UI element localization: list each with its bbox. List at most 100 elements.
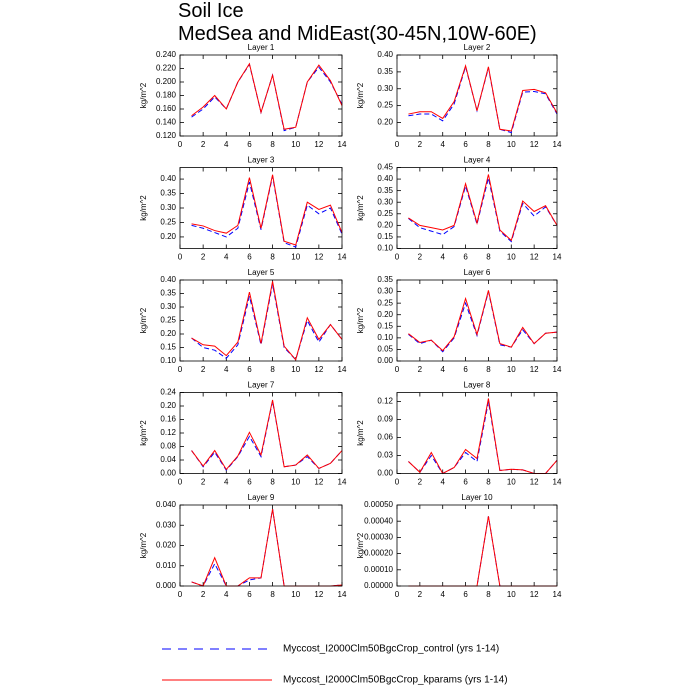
y-tick-label: 0.240 (156, 50, 177, 59)
x-tick-label: 4 (440, 590, 445, 599)
y-axis-label: kg/m^2 (356, 420, 365, 446)
y-tick-label: 0.30 (160, 203, 176, 212)
panel-title: Layer 1 (248, 43, 275, 52)
y-tick-label: 0.10 (377, 244, 393, 253)
figure-title: Soil Ice (178, 0, 244, 22)
x-tick-label: 2 (418, 253, 423, 262)
panel-title: Layer 9 (248, 493, 275, 502)
panel-title: Layer 7 (248, 381, 275, 390)
figure-subtitle: MedSea and MidEast(30-45N,10W-60E) (178, 23, 537, 45)
x-tick-label: 12 (530, 478, 539, 487)
series-line (191, 508, 343, 587)
x-tick-label: 6 (463, 478, 468, 487)
x-tick-label: 0 (395, 253, 400, 262)
y-tick-label: 0.40 (377, 174, 393, 183)
y-tick-label: 0.20 (160, 401, 176, 410)
y-axis-label: kg/m^2 (356, 532, 365, 558)
x-tick-label: 10 (507, 478, 516, 487)
y-tick-label: 0.10 (160, 356, 176, 365)
y-axis-label: kg/m^2 (139, 532, 148, 558)
x-tick-label: 4 (440, 253, 445, 262)
y-tick-label: 0.35 (160, 289, 176, 298)
series-line (191, 62, 343, 130)
y-tick-label: 0.00020 (364, 549, 393, 558)
series-line (408, 63, 558, 132)
x-tick-label: 8 (486, 478, 491, 487)
x-tick-label: 8 (270, 478, 275, 487)
x-tick-label: 6 (247, 140, 252, 149)
y-tick-label: 0.25 (160, 316, 176, 325)
y-tick-label: 0.00050 (364, 500, 393, 509)
y-tick-label: 0.140 (156, 118, 177, 127)
y-axis-label: kg/m^2 (139, 82, 148, 108)
x-tick-label: 8 (270, 365, 275, 374)
y-axis-label: kg/m^2 (356, 82, 365, 108)
y-tick-label: 0.20 (160, 232, 176, 241)
y-tick-label: 0.20 (160, 329, 176, 338)
x-tick-label: 2 (201, 590, 206, 599)
x-tick-label: 2 (418, 365, 423, 374)
series-line (408, 401, 558, 475)
y-tick-label: 0.35 (377, 186, 393, 195)
x-tick-label: 12 (530, 365, 539, 374)
y-tick-label: 0.45 (377, 163, 393, 172)
y-tick-label: 0.00 (377, 356, 393, 365)
x-tick-label: 0 (178, 478, 183, 487)
y-tick-label: 0.30 (160, 302, 176, 311)
x-tick-label: 4 (224, 140, 229, 149)
plot-frame (179, 392, 343, 474)
y-tick-label: 0.05 (377, 345, 393, 354)
y-tick-label: 0.180 (156, 91, 177, 100)
x-tick-label: 6 (247, 478, 252, 487)
x-tick-label: 14 (553, 478, 562, 487)
series-line (191, 281, 343, 361)
y-tick-label: 0.15 (160, 343, 176, 352)
plot-frame (179, 504, 343, 587)
x-tick-label: 14 (553, 253, 562, 262)
y-tick-label: 0.20 (377, 220, 393, 229)
series-line (408, 64, 558, 134)
plot-frame (179, 54, 343, 137)
x-tick-label: 14 (553, 365, 562, 374)
x-tick-label: 12 (530, 253, 539, 262)
x-tick-label: 0 (395, 365, 400, 374)
series-line (408, 398, 558, 475)
y-tick-label: 0.35 (160, 189, 176, 198)
series-line (191, 283, 343, 361)
x-tick-label: 0 (395, 140, 400, 149)
x-tick-label: 2 (418, 478, 423, 487)
plot-frame (396, 54, 558, 137)
x-tick-label: 0 (178, 365, 183, 374)
x-tick-label: 4 (224, 365, 229, 374)
plot-frame (179, 167, 343, 249)
x-tick-label: 8 (270, 140, 275, 149)
panel-title: Layer 4 (464, 156, 491, 165)
y-tick-label: 0.00010 (364, 565, 393, 574)
y-tick-label: 0.010 (156, 561, 177, 570)
y-tick-label: 0.08 (160, 442, 176, 451)
y-axis-label: kg/m^2 (139, 420, 148, 446)
y-tick-label: 0.160 (156, 104, 177, 113)
x-tick-label: 0 (178, 590, 183, 599)
x-tick-label: 14 (338, 478, 347, 487)
y-tick-label: 0.16 (160, 415, 176, 424)
panel-title: Layer 3 (248, 156, 275, 165)
x-tick-label: 2 (201, 253, 206, 262)
panel-title: Layer 6 (464, 268, 491, 277)
x-tick-label: 2 (201, 478, 206, 487)
y-tick-label: 0.200 (156, 77, 177, 86)
plot-frame (396, 392, 558, 474)
y-tick-label: 0.40 (160, 174, 176, 183)
x-tick-label: 4 (224, 478, 229, 487)
y-axis-label: kg/m^2 (139, 195, 148, 221)
series-line (408, 174, 558, 242)
x-tick-label: 12 (314, 478, 323, 487)
y-tick-label: 0.40 (377, 50, 393, 59)
y-tick-label: 0.15 (377, 321, 393, 330)
y-tick-label: 0.40 (160, 275, 176, 284)
x-tick-label: 8 (486, 253, 491, 262)
x-tick-label: 8 (486, 140, 491, 149)
series-line (408, 290, 558, 352)
x-tick-label: 10 (291, 140, 300, 149)
